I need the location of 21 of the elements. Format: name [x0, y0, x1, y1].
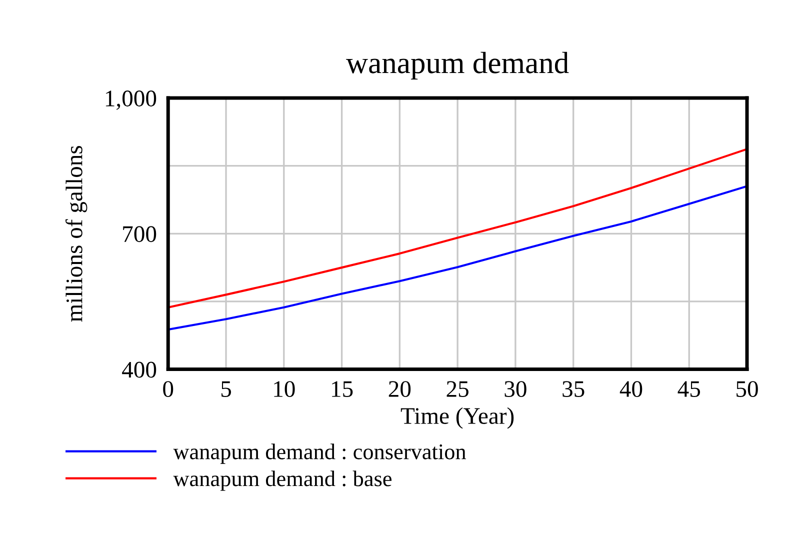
- x-tick-label: 30: [504, 381, 526, 398]
- x-tick-label: 0: [163, 381, 174, 398]
- line-series: [168, 185, 748, 331]
- x-tick-label: 35: [562, 381, 584, 398]
- x-tick-label: 45: [678, 381, 700, 398]
- x-tick-label: 40: [620, 381, 642, 398]
- legend-label: wanapum demand : conservation: [173, 444, 466, 464]
- x-tick-label: 20: [388, 381, 411, 398]
- x-tick-label: 5: [221, 381, 231, 398]
- line-series: [168, 148, 748, 308]
- x-tick-label: 25: [446, 381, 468, 398]
- y-axis-title: millions of gallons: [65, 146, 88, 322]
- y-tick-label: 1,000: [106, 90, 156, 110]
- x-axis-title: Time (Year): [400, 407, 514, 429]
- legend-label: wanapum demand : base: [173, 470, 392, 491]
- y-tick-label: 400: [122, 362, 156, 378]
- y-tick-label: 700: [123, 226, 156, 242]
- x-tick-label: 10: [274, 381, 295, 398]
- x-tick-label: 15: [332, 381, 353, 398]
- chart-title: wanapum demand: [346, 52, 569, 80]
- x-tick-label: 50: [736, 381, 758, 398]
